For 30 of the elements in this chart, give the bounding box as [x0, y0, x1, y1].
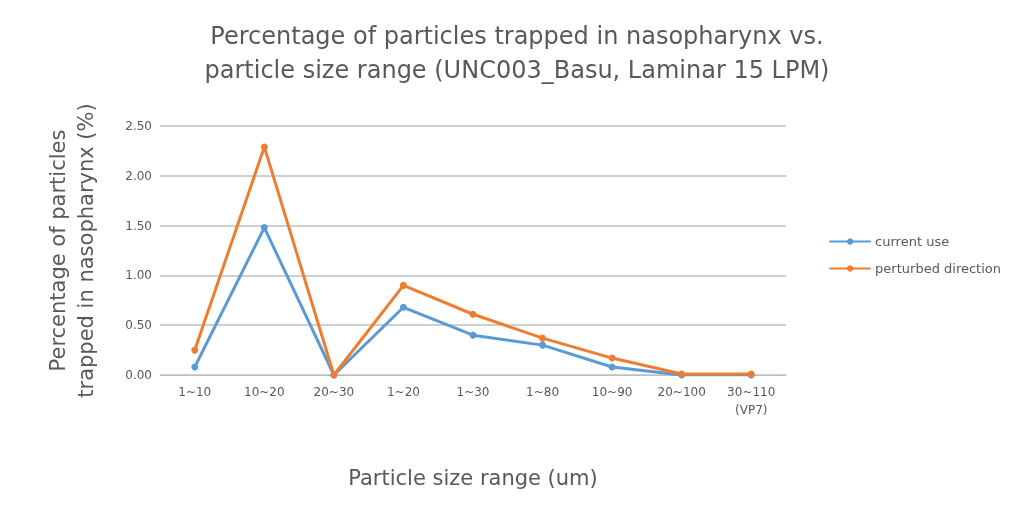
- y-tick-label: 0.50: [125, 318, 152, 333]
- point: [608, 354, 616, 362]
- x-tick-label: 30~110 (VP7): [727, 385, 776, 417]
- point: [260, 224, 268, 232]
- point: [191, 363, 199, 371]
- y-tick-label: 2.50: [125, 119, 152, 133]
- y-tick-label: 1.00: [125, 268, 152, 283]
- x-tick-label: 1~10: [178, 385, 212, 399]
- legend-label: perturbed direction: [875, 261, 1002, 276]
- point: [469, 310, 477, 318]
- point: [260, 143, 268, 151]
- x-tick-label: 10~20: [244, 385, 285, 399]
- x-tick-label: 1~80: [526, 385, 560, 399]
- y-tick-label: 1.50: [125, 218, 152, 233]
- point: [539, 341, 547, 349]
- x-tick-label: 10~90: [591, 385, 633, 399]
- x-tick-label: 1~30: [456, 385, 490, 399]
- chart-title: Percentage of particles trapped in nasopharynx vs. particle size range (UNC003_Basu, Laminar 15 LPM): [204, 22, 830, 84]
- x-tick-label: 20~100: [657, 385, 706, 399]
- point: [539, 334, 547, 342]
- y-tick-label: 0.00: [125, 368, 152, 382]
- x-tick-label: 1~20: [386, 385, 420, 399]
- point: [191, 346, 199, 354]
- x-tick-label: 20~30: [313, 385, 355, 399]
- legend-label: current use: [875, 234, 950, 249]
- point: [399, 303, 407, 311]
- y-tick-label: 2.00: [125, 168, 152, 183]
- y-axis-title: Percentage of particles trapped in nasopharynx (%): [46, 103, 98, 398]
- x-axis-title: Particle size range (um): [348, 465, 598, 490]
- point: [399, 281, 407, 289]
